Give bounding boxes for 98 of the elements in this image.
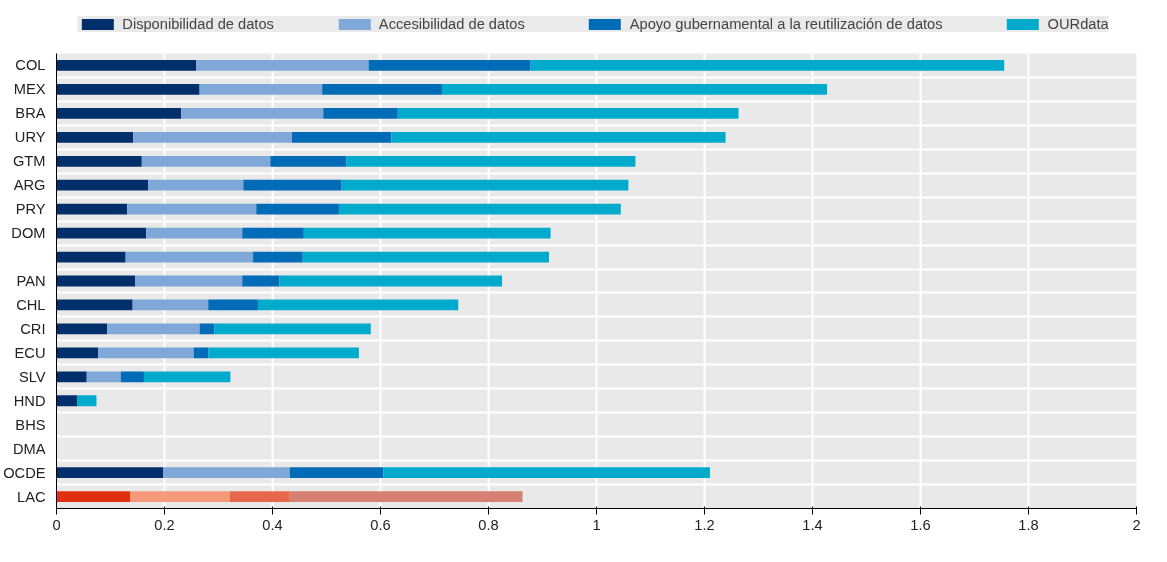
bar (391, 131, 726, 143)
y-tick-label: ARG (13, 177, 46, 194)
x-tick-label: 0.2 (154, 516, 175, 533)
x-tick-label: 1.4 (802, 516, 823, 533)
bar (107, 323, 200, 335)
y-tick-label: COL (15, 57, 46, 74)
bar (346, 155, 636, 167)
bar (56, 467, 164, 478)
bar (214, 323, 371, 335)
bar (98, 347, 194, 359)
y-tick-label: BHS (15, 416, 46, 433)
y-tick-label: BRA (15, 105, 46, 122)
bar (289, 467, 384, 478)
y-tick-label: DMA (12, 440, 46, 457)
bar (338, 203, 621, 215)
bar (56, 347, 99, 359)
bar (302, 251, 549, 263)
x-tick-label: 1.2 (694, 516, 715, 533)
bar (125, 251, 254, 263)
bar (56, 155, 142, 167)
bar (86, 371, 121, 383)
bar (127, 203, 257, 215)
bar (141, 155, 271, 167)
bar (56, 275, 136, 287)
bar (243, 179, 342, 191)
bar (442, 84, 828, 95)
x-tick-label: 2 (1132, 516, 1141, 533)
bar (163, 467, 290, 478)
x-tick-label: 0.8 (478, 516, 499, 533)
bar (148, 179, 244, 191)
bar (56, 491, 131, 502)
bar (56, 131, 134, 143)
x-tick-label: 1 (592, 516, 601, 533)
y-tick-label: MEX (13, 81, 46, 98)
x-tick-label: 0 (52, 516, 61, 533)
bar (383, 467, 710, 478)
bar (208, 347, 359, 359)
bar (368, 60, 531, 71)
bar (253, 251, 303, 263)
bar (130, 491, 230, 502)
y-tick-label: PAN (16, 273, 46, 289)
bar (143, 371, 231, 383)
y-tick-label: LAC (16, 488, 46, 505)
bar (56, 371, 87, 383)
bar (323, 107, 398, 119)
legend-label: Disponibilidad de datos (122, 16, 274, 32)
bar (341, 179, 629, 191)
bar (196, 60, 369, 71)
y-tick-label: CHL (16, 296, 46, 313)
bar (135, 275, 243, 287)
bar (56, 323, 108, 335)
bar (56, 395, 78, 407)
bar (56, 203, 128, 215)
bar (289, 491, 523, 502)
bar (303, 227, 551, 239)
bar (56, 251, 126, 263)
bar (229, 491, 290, 502)
bar (133, 131, 292, 143)
bar (199, 84, 323, 95)
bar (291, 131, 392, 143)
legend-label: Apoyo gubernamental a la reutilización de datos (629, 16, 943, 32)
y-tick-label: SLV (18, 368, 46, 385)
legend-label: Accesibilidad de datos (378, 16, 525, 32)
bar (132, 299, 209, 311)
bar (56, 299, 133, 311)
bar (256, 203, 339, 215)
bar (56, 84, 200, 95)
bar (257, 299, 459, 311)
bar (530, 60, 1005, 71)
bar (120, 371, 144, 383)
legend-label: OURdata (1047, 16, 1109, 32)
bar (181, 107, 324, 119)
bar (270, 155, 347, 167)
y-tick-label: PRY (15, 201, 46, 218)
bar (56, 227, 147, 239)
y-tick-label: GTM (12, 153, 46, 170)
y-tick-label: URY (14, 129, 46, 146)
y-tick-label: HND (13, 392, 46, 409)
y-tick-label: OCDE (3, 464, 46, 481)
y-tick-label: CRI (20, 320, 46, 337)
bar (77, 395, 97, 407)
x-tick-label: 0.4 (262, 516, 283, 533)
y-tick-label: ECU (14, 344, 46, 361)
bar (242, 227, 304, 239)
x-tick-label: 1.8 (1018, 516, 1039, 533)
x-tick-label: 0.6 (370, 516, 391, 533)
bar (146, 227, 243, 239)
bar (193, 347, 209, 359)
y-tick-label: DOM (11, 225, 46, 242)
bar (208, 299, 258, 311)
bar (56, 107, 182, 119)
bar (397, 107, 739, 119)
bar (279, 275, 502, 287)
bar (322, 84, 443, 95)
bar (56, 179, 149, 191)
bar (242, 275, 280, 287)
x-tick-label: 1.6 (910, 516, 931, 533)
bar (56, 60, 197, 71)
